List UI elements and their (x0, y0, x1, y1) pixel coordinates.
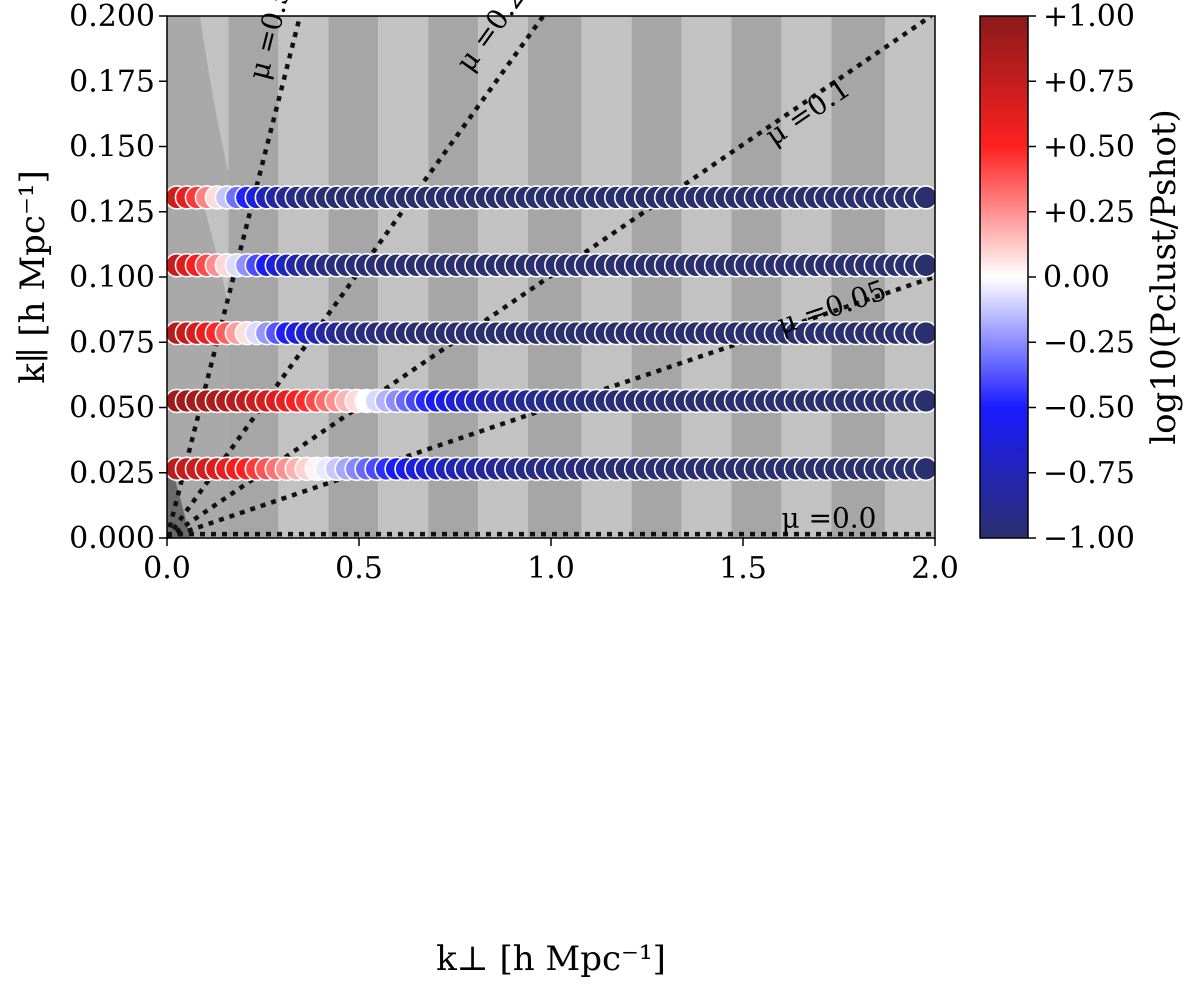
colorbar-tick-label: −0.50 (1043, 391, 1135, 426)
colorbar-tick-label: −0.75 (1043, 456, 1135, 491)
y-axis: 0.000 0.025 0.050 0.075 0.100 0.125 0.150 0.175… (69, 0, 167, 556)
y-axis-title: k∥ [h Mpc⁻¹] (13, 170, 53, 384)
scatter-point (913, 320, 935, 346)
y-tick-label: 0.150 (69, 130, 155, 165)
y-tick-label: 0.100 (69, 260, 155, 295)
mu-line (167, 274, 935, 538)
colorbar-tick-label: +1.00 (1043, 0, 1135, 34)
y-tick-label: 0.175 (69, 64, 155, 99)
x-tick-label: 2.0 (911, 551, 959, 586)
colorbar (979, 15, 1029, 539)
x-tick-label: 0.0 (143, 551, 191, 586)
y-tick-label: 0.200 (69, 0, 155, 34)
x-axis: 0.0 0.5 1.0 1.5 2.0 (143, 538, 959, 586)
y-tick-label: 0.000 (69, 521, 155, 556)
scatter-point (913, 252, 935, 278)
x-tick-label: 1.5 (719, 551, 767, 586)
colorbar-tick-label: +0.25 (1043, 195, 1135, 230)
scatter-points (167, 185, 935, 482)
scatter-point (913, 185, 935, 210)
mu-line (167, 16, 303, 538)
x-tick-label: 1.0 (527, 551, 575, 586)
mu-label: μ =0.0 (781, 502, 876, 535)
colorbar-tick-label: +0.75 (1043, 64, 1135, 99)
colorbar-tick-label: −0.25 (1043, 325, 1135, 360)
background-shade (167, 16, 235, 200)
colorbar-axis: +1.00 +0.75 +0.50 +0.25 0.00 −0.25 −0.50 −0.75 −… (1028, 0, 1135, 556)
y-tick-label: 0.050 (69, 391, 155, 426)
y-tick-label: 0.125 (69, 195, 155, 230)
colorbar-tick-label: 0.00 (1043, 260, 1110, 295)
x-axis-title: k⊥ [h Mpc⁻¹] (436, 939, 666, 979)
colorbar-title: log10(Pclust/Pshot) (1144, 109, 1184, 445)
scatter-point (913, 456, 935, 482)
y-tick-label: 0.025 (69, 456, 155, 491)
y-tick-label: 0.075 (69, 325, 155, 360)
colorbar-tick-label: +0.50 (1043, 130, 1135, 165)
colorbar-tick-label: −1.00 (1043, 521, 1135, 556)
x-tick-label: 0.5 (335, 551, 383, 586)
scatter-point (913, 388, 935, 414)
